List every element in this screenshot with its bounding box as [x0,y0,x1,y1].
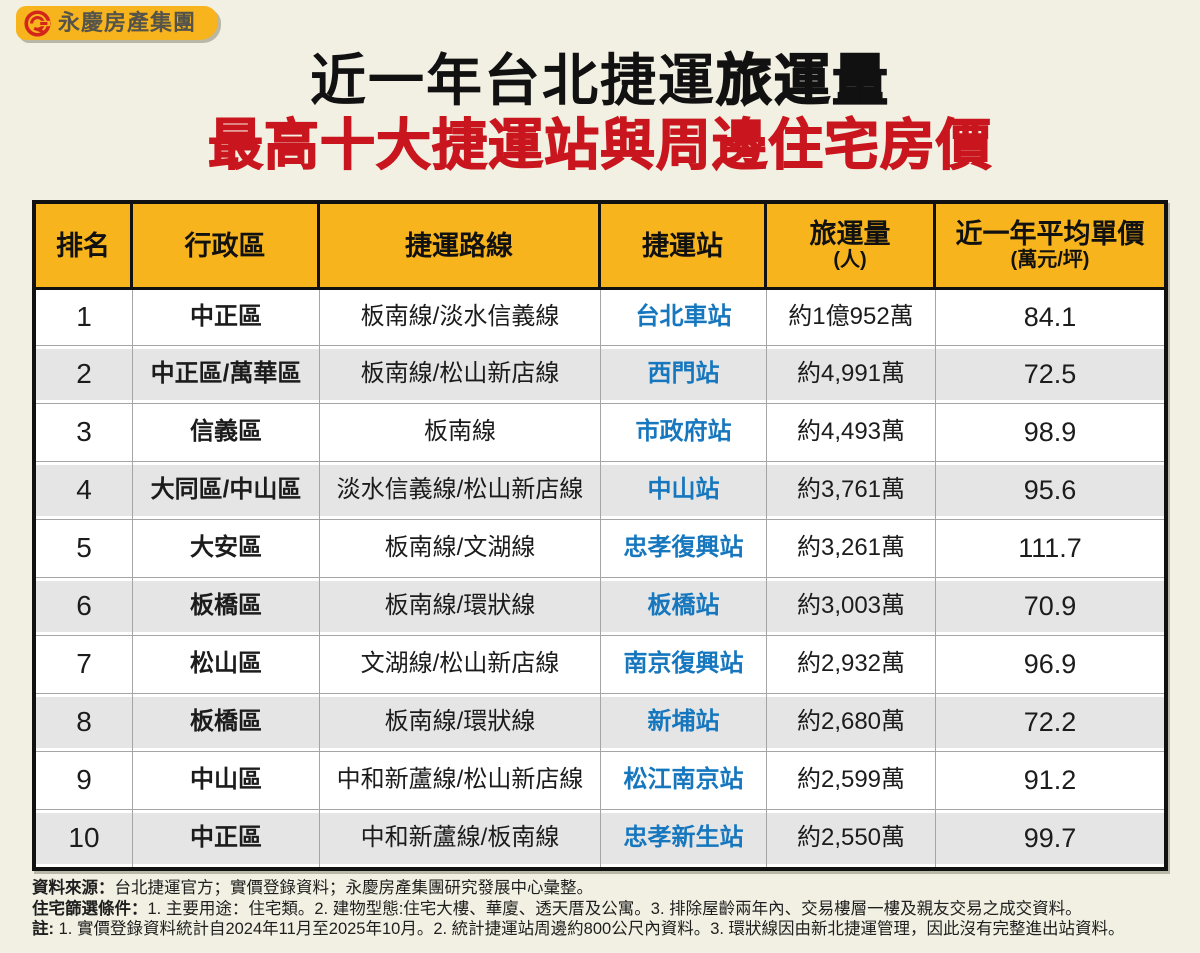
cell-price: 98.9 [1023,416,1077,447]
title-line1-heavy: 旅運量 [715,48,890,113]
filter-label: 住宅篩選條件： [32,899,148,918]
cell-ridership: 約2,932萬 [767,636,936,693]
cell-station: 忠孝復興站 [601,520,767,577]
cell-ridership: 約2,550萬 [767,810,936,867]
cell-price: 111.7 [1018,532,1082,563]
ridership-price-table: 排名 行政區 捷運路線 捷運站 旅運量 (人) 近一年平均單價 (萬元/坪) 1… [32,200,1168,871]
cell-lines: 板南線/淡水信義線 [320,290,601,345]
header-district: 行政區 [133,204,320,287]
cell-lines: 中和新蘆線/板南線 [320,810,601,867]
cell-lines: 文湖線/松山新店線 [320,636,601,693]
table-row: 10 中正區 中和新蘆線/板南線 忠孝新生站 約2,550萬 99.7 [36,809,1164,867]
table-header-row: 排名 行政區 捷運路線 捷運站 旅運量 (人) 近一年平均單價 (萬元/坪) [36,204,1164,287]
source-text: 台北捷運官方；實價登錄資料；永慶房產集團研究發展中心彙整。 [114,879,594,897]
table-row: 5 大安區 板南線/文湖線 忠孝復興站 約3,261萬 111.7 [36,519,1164,577]
cell-station: 南京復興站 [601,636,767,693]
footer-notes: 資料來源：台北捷運官方；實價登錄資料；永慶房產集團研究發展中心彙整。 住宅篩選條… [32,878,1172,940]
cell-district: 中山區 [133,752,320,809]
cell-station: 中山站 [601,462,767,519]
cell-rank: 7 [36,636,133,693]
cell-lines: 板南線/環狀線 [320,578,601,635]
cell-rank: 10 [36,810,133,867]
cell-rank: 1 [36,290,133,345]
brand-logo-badge: 永慶房產集團 [16,6,219,40]
table-body: 1 中正區 板南線/淡水信義線 台北車站 約1億952萬 84.1 2 中正區/萬華區 板南線/… [36,287,1164,867]
table-row: 1 中正區 板南線/淡水信義線 台北車站 約1億952萬 84.1 [36,287,1164,345]
cell-rank: 3 [36,404,133,461]
cell-district: 中正區/萬華區 [133,346,320,403]
cell-ridership: 約3,761萬 [767,462,936,519]
yungching-logo-icon [24,9,51,37]
page-title-line2: 最高十大捷運站與周邊住宅房價 [207,113,992,176]
cell-station: 西門站 [601,346,767,403]
source-label: 資料來源： [32,879,115,897]
table-row: 7 松山區 文湖線/松山新店線 南京復興站 約2,932萬 96.9 [36,635,1164,693]
note-label: 註: [32,920,54,938]
cell-station: 忠孝新生站 [601,810,767,867]
cell-lines: 淡水信義線/松山新店線 [320,462,601,519]
cell-district: 大安區 [133,520,320,577]
cell-lines: 板南線/環狀線 [320,694,601,751]
cell-district: 信義區 [133,404,320,461]
cell-rank: 5 [36,520,133,577]
cell-rank: 8 [36,694,133,751]
cell-district: 松山區 [133,636,320,693]
note-text: 1. 實價登錄資料統計自2024年11月至2025年10月。2. 統計捷運站周邊… [58,920,1125,938]
cell-price: 72.5 [1023,358,1077,389]
cell-lines: 板南線 [320,404,601,461]
cell-price: 96.9 [1023,648,1077,679]
cell-station: 松江南京站 [601,752,767,809]
cell-district: 中正區 [133,810,320,867]
filter-note: 住宅篩選條件：1. 主要用途：住宅類。2. 建物型態:住宅大樓、華廈、透天厝及公… [32,899,1172,920]
cell-station: 台北車站 [601,290,767,345]
cell-ridership: 約3,003萬 [767,578,936,635]
cell-district: 中正區 [133,290,320,345]
cell-district: 大同區/中山區 [133,462,320,519]
cell-lines: 板南線/文湖線 [320,520,601,577]
header-rank: 排名 [36,204,133,287]
table-row: 2 中正區/萬華區 板南線/松山新店線 西門站 約4,991萬 72.5 [36,345,1164,403]
table-row: 4 大同區/中山區 淡水信義線/松山新店線 中山站 約3,761萬 95.6 [36,461,1164,519]
title-block: 近一年台北捷運旅運量 最高十大捷運站與周邊住宅房價 [0,48,1200,177]
cell-price: 99.7 [1023,822,1077,853]
cell-rank: 6 [36,578,133,635]
cell-station: 市政府站 [601,404,767,461]
cell-ridership: 約2,599萬 [767,752,936,809]
table-row: 8 板橋區 板南線/環狀線 新埔站 約2,680萬 72.2 [36,693,1164,751]
cell-ridership: 約1億952萬 [767,290,936,345]
brand-name: 永慶房產集團 [58,10,197,35]
cell-price: 72.2 [1023,706,1077,737]
source-note: 資料來源：台北捷運官方；實價登錄資料；永慶房產集團研究發展中心彙整。 [32,878,1172,899]
header-station: 捷運站 [601,204,767,287]
cell-ridership: 約2,680萬 [767,694,936,751]
cell-rank: 9 [36,752,133,809]
cell-price: 91.2 [1023,764,1077,795]
cell-rank: 2 [36,346,133,403]
header-lines: 捷運路線 [320,204,601,287]
cell-lines: 板南線/松山新店線 [320,346,601,403]
cell-ridership: 約3,261萬 [767,520,936,577]
cell-station: 新埔站 [601,694,767,751]
table-row: 9 中山區 中和新蘆線/松山新店線 松江南京站 約2,599萬 91.2 [36,751,1164,809]
cell-district: 板橋區 [133,694,320,751]
cell-price: 84.1 [1023,301,1077,332]
cell-price: 95.6 [1023,474,1077,505]
cell-lines: 中和新蘆線/松山新店線 [320,752,601,809]
title-line1-normal: 近一年台北捷運 [310,49,716,112]
cell-station: 板橋站 [601,578,767,635]
filter-text: 1. 主要用途：住宅類。2. 建物型態:住宅大樓、華廈、透天厝及公寓。3. 排除… [147,899,1082,918]
cell-ridership: 約4,991萬 [767,346,936,403]
header-price: 近一年平均單價 (萬元/坪) [955,219,1145,271]
cell-district: 板橋區 [133,578,320,635]
cell-rank: 4 [36,462,133,519]
cell-ridership: 約4,493萬 [767,404,936,461]
page-title-line1: 近一年台北捷運旅運量 [0,48,1200,114]
general-note: 註: 1. 實價登錄資料統計自2024年11月至2025年10月。2. 統計捷運… [32,919,1172,940]
table-row: 3 信義區 板南線 市政府站 約4,493萬 98.9 [36,403,1164,461]
cell-price: 70.9 [1023,590,1077,621]
table-row: 6 板橋區 板南線/環狀線 板橋站 約3,003萬 70.9 [36,577,1164,635]
header-ridership: 旅運量 (人) [767,204,936,287]
